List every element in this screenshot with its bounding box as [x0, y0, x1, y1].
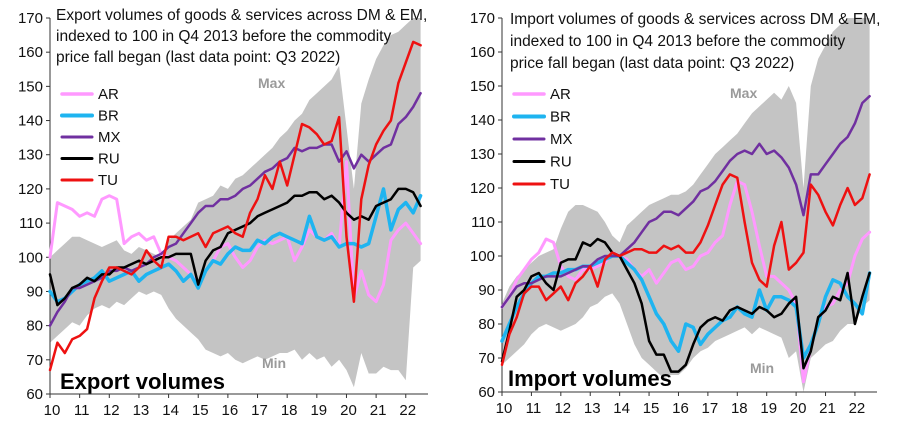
export-legend: AR BR MX RU TU	[60, 86, 121, 189]
y-tick-label: 160	[18, 44, 43, 61]
x-tick-label: 21	[370, 402, 387, 419]
panel-label: Import volumes	[508, 366, 672, 391]
y-tick-label: 130	[18, 147, 43, 164]
legend-label-br: BR	[98, 108, 119, 125]
y-tick-label: 70	[26, 352, 43, 369]
y-tick-label: 120	[18, 181, 43, 198]
export-minmax-band	[50, 18, 421, 388]
x-tick-label: 15	[192, 402, 209, 419]
x-tick-label: 14	[613, 400, 630, 417]
legend-label-ar: AR	[98, 86, 119, 103]
y-tick-label: 170	[18, 10, 43, 27]
y-tick-label: 170	[470, 10, 495, 27]
y-tick-label: 100	[18, 249, 43, 266]
legend-label-mx: MX	[98, 129, 121, 146]
chart-title-line-2: indexed to 100 in Q4 2013 before the com…	[510, 33, 845, 50]
x-tick-label: 19	[310, 402, 327, 419]
import-chart: 60 70 80 90 100 110 120 130 140 150 160 170 10 11 12 13…	[470, 10, 880, 417]
band-min-label: Min	[262, 355, 286, 371]
chart-title-line-3: price fall began (last data point: Q3 20…	[56, 49, 340, 66]
x-tick-label: 21	[819, 400, 836, 417]
y-tick-label: 160	[470, 44, 495, 61]
chart-title-line-3: price fall began (last data point: Q3 20…	[510, 55, 794, 72]
chart-title-line-1: Export volumes of goods & services acros…	[56, 7, 427, 24]
export-chart: 60 70 80 90 100 110 120 130 140 150 160 170 10 11 12 13…	[18, 7, 428, 419]
y-tick-label: 140	[18, 113, 43, 130]
x-tick-label: 10	[496, 400, 513, 417]
legend-label-ar: AR	[550, 86, 571, 103]
series-line-ru	[500, 237, 871, 373]
import-plot-area: 60 70 80 90 100 110 120 130 140 150 160 170 10 11 12 13…	[470, 10, 877, 417]
x-tick-label: 12	[554, 400, 571, 417]
import-legend: AR BR MX RU TU	[512, 86, 573, 193]
x-tick-label: 17	[702, 400, 719, 417]
series-line-br	[500, 254, 872, 360]
x-tick-label: 22	[399, 402, 416, 419]
export-chart-panel: 60 70 80 90 100 110 120 130 140 150 160 170 10 11 12 13…	[18, 7, 428, 419]
y-tick-label: 80	[478, 316, 495, 333]
panel-label: Export volumes	[60, 369, 225, 394]
y-tick-label: 110	[471, 214, 495, 231]
y-tick-label: 130	[470, 146, 495, 163]
y-tick-label: 110	[19, 215, 43, 232]
y-tick-label: 100	[470, 248, 495, 265]
x-tick-label: 13	[133, 402, 150, 419]
legend-label-ru: RU	[550, 154, 572, 171]
y-tick-label: 80	[26, 318, 43, 335]
y-tick-label: 120	[470, 180, 495, 197]
x-tick-label: 11	[74, 402, 90, 419]
legend-label-tu: TU	[98, 172, 118, 189]
legend-label-ru: RU	[98, 151, 120, 168]
y-tick-label: 150	[470, 78, 495, 95]
x-tick-label: 13	[584, 400, 601, 417]
x-tick-label: 18	[281, 402, 298, 419]
x-tick-label: 15	[643, 400, 660, 417]
import-chart-panel: 60 70 80 90 100 110 120 130 140 150 160 170 10 11 12 13…	[450, 0, 900, 434]
y-tick-label: 150	[18, 78, 43, 95]
y-tick-label: 90	[478, 282, 495, 299]
x-tick-label: 16	[222, 402, 239, 419]
x-tick-label: 18	[731, 400, 748, 417]
series-line-tu	[500, 173, 871, 367]
x-tick-label: 19	[760, 400, 777, 417]
x-tick-label: 10	[44, 402, 61, 419]
legend-label-tu: TU	[550, 176, 570, 193]
legend-label-mx: MX	[550, 131, 573, 148]
series-line-ar	[48, 160, 423, 304]
y-tick-label: 60	[478, 384, 495, 401]
y-tick-label: 70	[478, 350, 495, 367]
legend-label-br: BR	[550, 109, 571, 126]
band-min-label: Min	[750, 360, 774, 376]
x-tick-label: 16	[672, 400, 689, 417]
x-tick-label: 11	[526, 400, 542, 417]
band-max-label: Max	[730, 85, 757, 101]
x-tick-label: 12	[103, 402, 120, 419]
series-line-tu	[48, 40, 422, 372]
x-tick-label: 20	[340, 402, 357, 419]
y-tick-label: 60	[26, 386, 43, 403]
y-tick-label: 140	[470, 112, 495, 129]
y-tick-label: 90	[26, 283, 43, 300]
chart-title-line-1: Import volumes of goods & services acros…	[510, 11, 880, 28]
band-max-label: Max	[258, 75, 285, 91]
x-tick-label: 17	[251, 402, 268, 419]
series-line-mx	[500, 94, 871, 309]
export-plot-area: 60 70 80 90 100 110 120 130 140 150 160 170 10 11 12 13…	[18, 10, 428, 419]
x-tick-label: 22	[849, 400, 866, 417]
x-tick-label: 20	[790, 400, 807, 417]
x-tick-label: 14	[162, 402, 179, 419]
chart-title-line-2: indexed to 100 in Q4 2013 before the com…	[56, 28, 391, 45]
